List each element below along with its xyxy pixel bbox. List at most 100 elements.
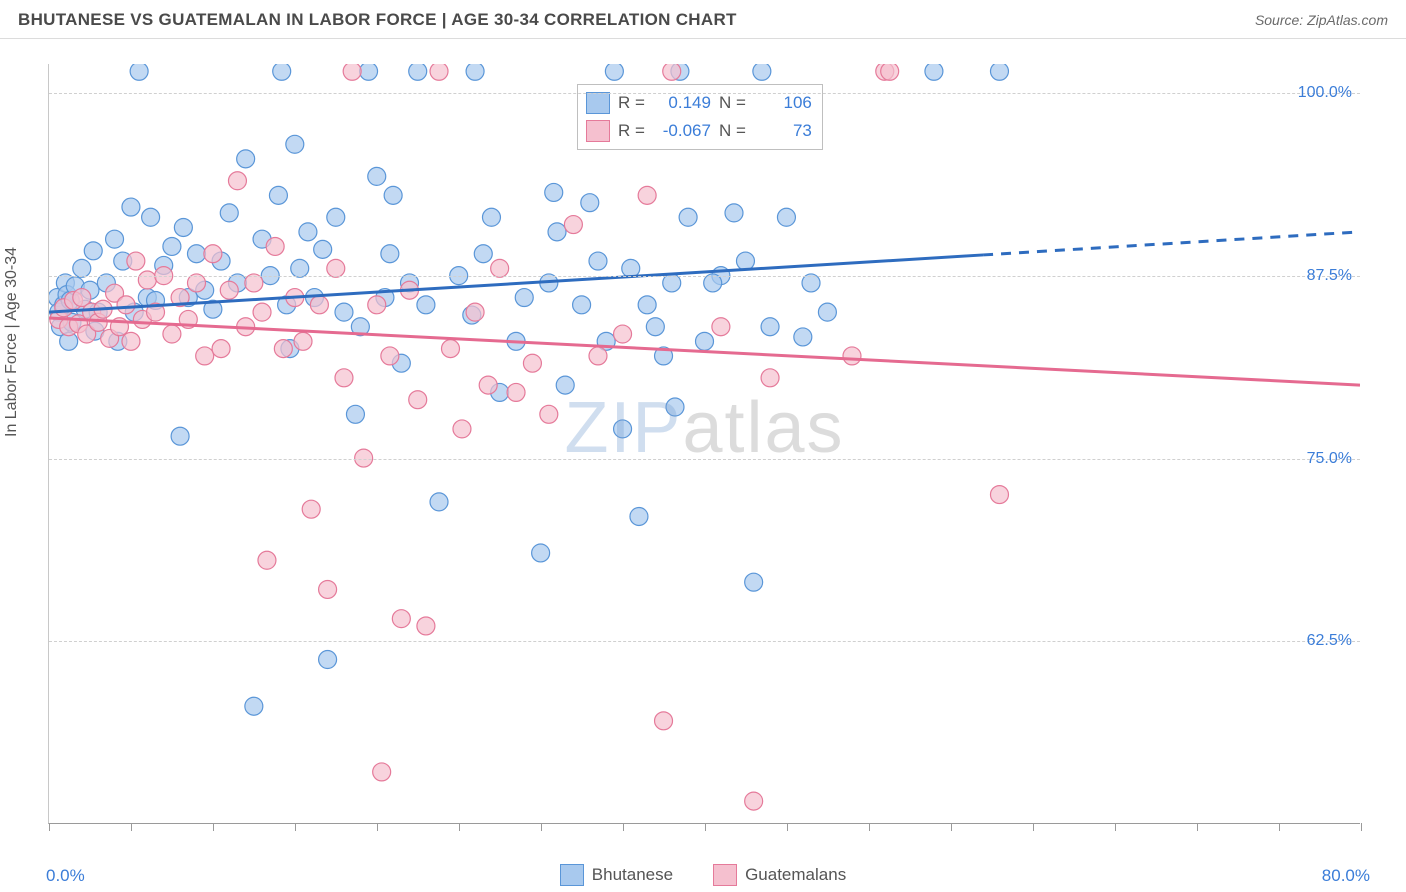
scatter-point <box>310 296 328 314</box>
scatter-point <box>360 64 378 80</box>
x-tick <box>295 823 296 831</box>
scatter-point <box>581 194 599 212</box>
scatter-point <box>736 252 754 270</box>
scatter-point <box>373 763 391 781</box>
scatter-point <box>299 223 317 241</box>
scatter-point <box>646 318 664 336</box>
scatter-point <box>327 259 345 277</box>
scatter-point <box>302 500 320 518</box>
scatter-point <box>106 230 124 248</box>
scatter-point <box>84 242 102 260</box>
chart-header: BHUTANESE VS GUATEMALAN IN LABOR FORCE |… <box>0 0 1406 39</box>
scatter-point <box>319 580 337 598</box>
bottom-swatch-guatemalans <box>713 864 737 886</box>
x-tick <box>49 823 50 831</box>
legend-swatch-bhutanese <box>586 92 610 114</box>
scatter-point <box>990 486 1008 504</box>
scatter-point <box>548 223 566 241</box>
scatter-point <box>381 245 399 263</box>
scatter-point <box>532 544 550 562</box>
x-tick <box>131 823 132 831</box>
scatter-point <box>589 347 607 365</box>
scatter-point <box>638 186 656 204</box>
scatter-point <box>515 289 533 307</box>
scatter-point <box>220 281 238 299</box>
scatter-point <box>655 712 673 730</box>
scatter-point <box>163 237 181 255</box>
scatter-point <box>474 245 492 263</box>
x-tick <box>1115 823 1116 831</box>
scatter-point <box>523 354 541 372</box>
chart-title: BHUTANESE VS GUATEMALAN IN LABOR FORCE |… <box>18 10 737 30</box>
scatter-point <box>294 332 312 350</box>
scatter-point <box>142 208 160 226</box>
scatter-point <box>605 64 623 80</box>
x-tick <box>1361 823 1362 831</box>
scatter-point <box>482 208 500 226</box>
scatter-point <box>163 325 181 343</box>
scatter-point <box>589 252 607 270</box>
scatter-point <box>491 259 509 277</box>
scatter-point <box>540 405 558 423</box>
scatter-point <box>368 296 386 314</box>
scatter-point <box>245 697 263 715</box>
scatter-point <box>319 651 337 669</box>
scatter-point <box>545 183 563 201</box>
scatter-point <box>258 551 276 569</box>
x-tick <box>1033 823 1034 831</box>
scatter-point <box>881 64 899 80</box>
scatter-point <box>696 332 714 350</box>
scatter-point <box>286 135 304 153</box>
y-tick-label: 75.0% <box>1307 450 1352 468</box>
n-value-1: 73 <box>754 117 812 145</box>
scatter-point <box>171 427 189 445</box>
chart-container: In Labor Force | Age 30-34 ZIPatlas R = … <box>0 44 1406 892</box>
scatter-point <box>753 64 771 80</box>
x-tick <box>787 823 788 831</box>
scatter-point <box>564 216 582 234</box>
scatter-point <box>335 303 353 321</box>
x-tick <box>459 823 460 831</box>
scatter-point <box>384 186 402 204</box>
scatter-point <box>335 369 353 387</box>
scatter-point <box>204 245 222 263</box>
scatter-point <box>818 303 836 321</box>
bottom-legend: Bhutanese Guatemalans <box>0 864 1406 886</box>
scatter-point <box>777 208 795 226</box>
scatter-point <box>761 318 779 336</box>
bottom-label-bhutanese: Bhutanese <box>592 865 673 885</box>
gridline-h <box>49 459 1360 460</box>
gridline-h <box>49 276 1360 277</box>
scatter-point <box>117 296 135 314</box>
scatter-point <box>417 617 435 635</box>
scatter-point <box>274 340 292 358</box>
scatter-point <box>712 318 730 336</box>
scatter-point <box>417 296 435 314</box>
scatter-point <box>220 204 238 222</box>
scatter-point <box>122 332 140 350</box>
y-tick-label: 62.5% <box>1307 632 1352 650</box>
scatter-point <box>614 420 632 438</box>
x-tick <box>213 823 214 831</box>
scatter-point <box>291 259 309 277</box>
x-tick <box>705 823 706 831</box>
scatter-point <box>127 252 145 270</box>
y-tick-label: 87.5% <box>1307 267 1352 285</box>
scatter-point <box>556 376 574 394</box>
y-axis-title: In Labor Force | Age 30-34 <box>3 247 21 437</box>
scatter-point <box>614 325 632 343</box>
bottom-swatch-bhutanese <box>560 864 584 886</box>
scatter-point <box>327 208 345 226</box>
chart-source: Source: ZipAtlas.com <box>1255 12 1388 28</box>
scatter-point <box>663 64 681 80</box>
scatter-point <box>745 573 763 591</box>
scatter-point <box>196 347 214 365</box>
scatter-point <box>138 271 156 289</box>
trend-line-solid <box>49 318 1360 385</box>
gridline-h <box>49 93 1360 94</box>
scatter-point <box>273 64 291 80</box>
x-tick <box>1197 823 1198 831</box>
x-tick <box>623 823 624 831</box>
scatter-point <box>430 493 448 511</box>
scatter-point <box>453 420 471 438</box>
